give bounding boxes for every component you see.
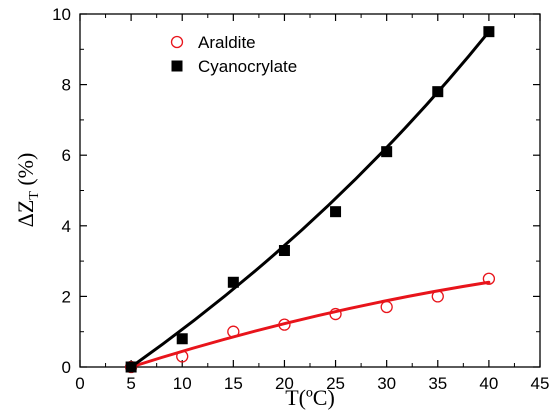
x-tick-label: 40 — [479, 374, 498, 393]
x-tick-label: 5 — [126, 374, 135, 393]
point-cyanocrylate — [278, 245, 290, 257]
y-tick-label: 10 — [52, 5, 71, 24]
point-cyanocrylate — [176, 333, 188, 345]
fit-line-araldite — [129, 280, 491, 369]
y-axis-title-unit: (%) — [13, 153, 38, 191]
legend: Araldite Cyanocrylate — [170, 33, 297, 76]
axis-ticks: 0 5 10 15 20 25 30 35 40 45 0 2 4 6 8 10 — [52, 5, 549, 393]
fit-curves — [129, 30, 491, 369]
point-araldite — [176, 350, 189, 363]
y-tick-label: 8 — [62, 76, 71, 95]
y-axis-title-main: ΔZ — [13, 200, 38, 228]
y-tick-label: 6 — [62, 146, 71, 165]
x-tick-label: 45 — [531, 374, 550, 393]
point-cyanocrylate — [125, 361, 137, 373]
point-cyanocrylate — [330, 206, 342, 218]
legend-label-cyanocrylate: Cyanocrylate — [198, 57, 297, 76]
point-araldite — [431, 290, 444, 303]
x-tick-label: 25 — [326, 374, 345, 393]
y-axis-title-sub: T — [27, 191, 42, 200]
point-araldite — [482, 272, 496, 285]
point-araldite — [380, 300, 393, 314]
point-cyanocrylate — [432, 86, 444, 98]
y-tick-label: 4 — [62, 217, 71, 236]
legend-label-araldite: Araldite — [198, 33, 256, 52]
fit-line-cyanocrylate — [129, 30, 491, 369]
legend-marker-cyanocrylate — [171, 60, 183, 72]
plot-frame — [79, 13, 541, 368]
data-markers — [124, 26, 496, 374]
y-axis-title: ΔZT (%) — [13, 153, 42, 228]
point-cyanocrylate — [483, 26, 495, 38]
point-cyanocrylate — [227, 276, 239, 288]
point-araldite — [227, 325, 240, 338]
x-tick-label: 10 — [173, 374, 192, 393]
legend-marker-araldite — [170, 35, 184, 49]
point-cyanocrylate — [381, 146, 393, 158]
x-axis-title: T(ºC) — [285, 385, 335, 410]
x-tick-label: 0 — [75, 374, 84, 393]
x-tick-label: 20 — [275, 374, 294, 393]
y-tick-label: 2 — [62, 287, 71, 306]
x-tick-label: 15 — [224, 374, 243, 393]
point-araldite — [278, 318, 291, 331]
x-tick-label: 35 — [428, 374, 447, 393]
x-tick-label: 30 — [377, 374, 396, 393]
point-araldite — [329, 307, 342, 321]
y-tick-label: 0 — [62, 358, 71, 377]
